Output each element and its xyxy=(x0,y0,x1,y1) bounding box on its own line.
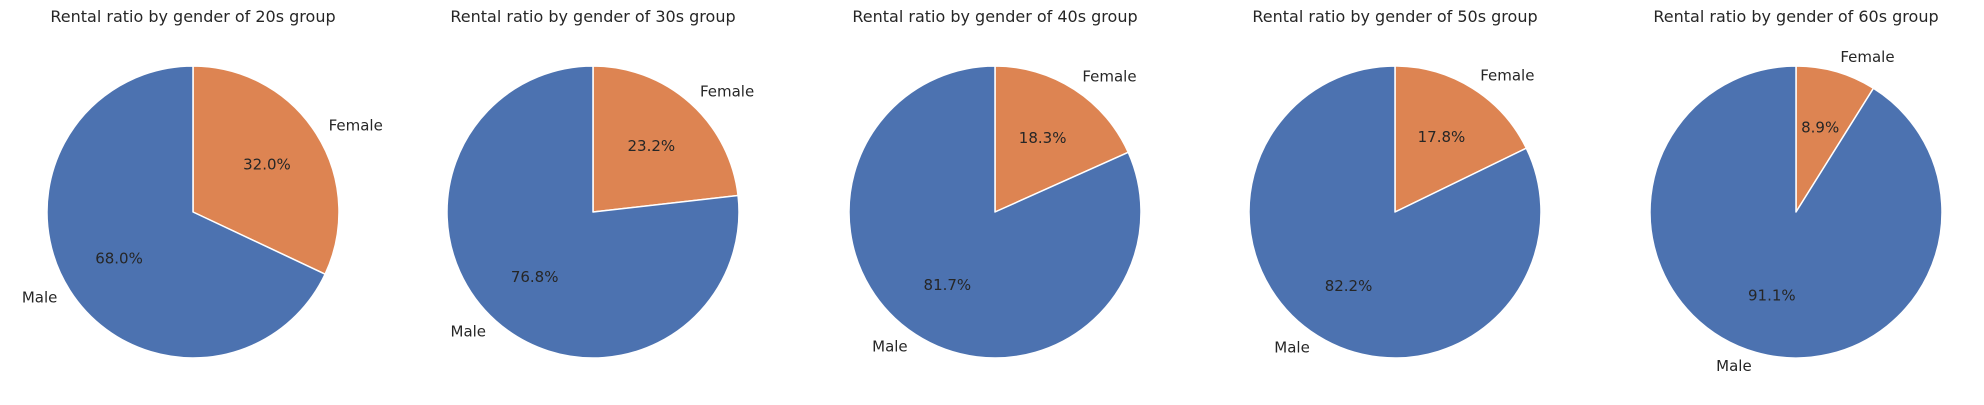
slice-label: Female xyxy=(1840,48,1894,66)
pie-slice-female xyxy=(592,65,739,213)
pie-slice-male xyxy=(446,65,740,359)
pie-slice-male xyxy=(848,65,1142,359)
pie-slice-female xyxy=(1795,65,1875,213)
pie-slice-male xyxy=(1248,65,1542,359)
slice-label: Female xyxy=(1082,68,1136,86)
pie-slice-female xyxy=(994,65,1129,213)
slice-label: Male xyxy=(872,337,908,355)
slice-label: Male xyxy=(1274,339,1310,357)
pie-chart-2: Rental ratio by gender of 30s group Femal… xyxy=(446,7,754,359)
slice-percent-label: 32.0% xyxy=(243,156,291,174)
pie-slice-male xyxy=(46,65,326,359)
pie-chart-3: Rental ratio by gender of 40s group Femal… xyxy=(848,7,1142,359)
slice-percent-label: 17.8% xyxy=(1418,128,1466,146)
slice-label: Female xyxy=(329,116,383,134)
chart-title: Rental ratio by gender of 30s group xyxy=(450,7,735,26)
slice-label: Male xyxy=(22,289,58,307)
chart-title: Rental ratio by gender of 40s group xyxy=(852,7,1137,26)
slice-percent-label: 81.7% xyxy=(924,276,972,294)
pie-slice-male xyxy=(1649,65,1943,359)
slice-label: Female xyxy=(1480,66,1534,84)
slice-label: Female xyxy=(700,83,754,101)
pie-slice-female xyxy=(1394,65,1528,213)
slice-percent-label: 18.3% xyxy=(1019,129,1067,147)
slice-percent-label: 68.0% xyxy=(95,249,143,267)
slice-percent-label: 23.2% xyxy=(628,137,676,155)
slice-percent-label: 91.1% xyxy=(1748,287,1796,305)
slice-percent-label: 76.8% xyxy=(511,268,559,286)
chart-title: Rental ratio by gender of 20s group xyxy=(50,7,335,26)
pie-slice-female xyxy=(192,65,340,275)
chart-title: Rental ratio by gender of 50s group xyxy=(1252,7,1537,26)
slice-percent-label: 82.2% xyxy=(1325,277,1373,295)
slice-label: Male xyxy=(1716,357,1752,375)
slice-label: Male xyxy=(451,322,487,340)
pie-chart-1: Rental ratio by gender of 20s group Femal… xyxy=(22,7,383,359)
pie-chart-4: Rental ratio by gender of 50s group Femal… xyxy=(1248,7,1542,359)
pie-chart-5: Rental ratio by gender of 60s group Femal… xyxy=(1649,7,1943,375)
slice-percent-label: 8.9% xyxy=(1801,118,1839,136)
chart-title: Rental ratio by gender of 60s group xyxy=(1653,7,1938,26)
